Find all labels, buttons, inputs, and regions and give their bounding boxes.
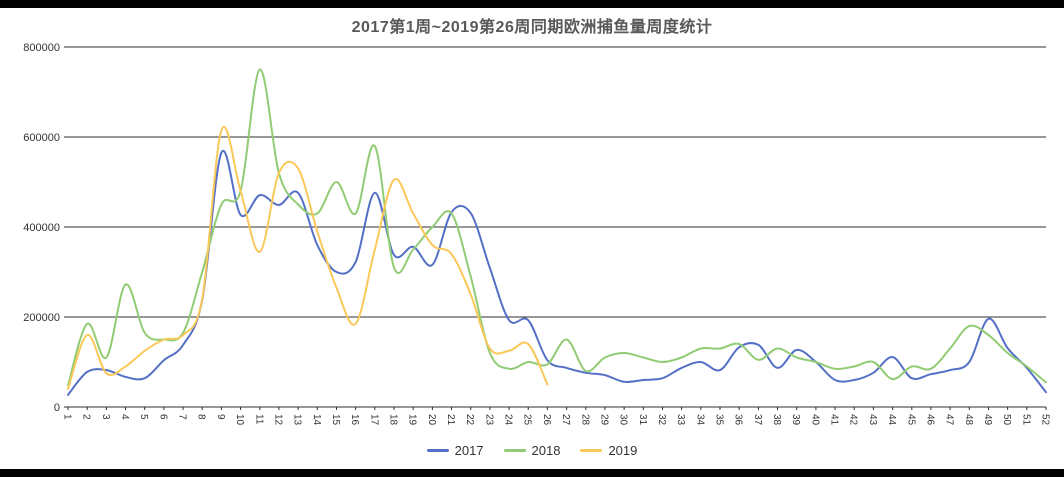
legend-label: 2019 (608, 443, 638, 458)
x-axis-label: 45 (905, 414, 916, 426)
window-border-bottom (0, 469, 1064, 477)
x-axis-label: 28 (579, 414, 590, 426)
x-axis-label: 4 (119, 414, 130, 420)
x-axis-label: 24 (503, 414, 514, 426)
x-axis-label: 50 (1001, 414, 1012, 426)
x-axis-label: 40 (809, 414, 820, 426)
x-axis-label: 27 (560, 414, 571, 426)
series-line-2019 (67, 126, 549, 390)
x-axis-label: 19 (407, 414, 418, 426)
y-axis-label: 400000 (23, 222, 60, 234)
x-axis-label: 18 (388, 414, 399, 426)
x-axis-label: 9 (215, 414, 226, 420)
legend-line-marker (580, 449, 603, 452)
x-axis-label: 22 (464, 414, 475, 426)
x-axis-label: 3 (100, 414, 111, 420)
x-axis-label: 12 (272, 414, 283, 426)
x-axis-label: 49 (982, 414, 993, 426)
x-axis-label: 29 (598, 414, 609, 426)
x-axis-label: 17 (368, 414, 379, 426)
x-axis-label: 21 (445, 414, 456, 426)
y-axis-label: 0 (54, 402, 60, 414)
x-axis-label: 6 (157, 414, 168, 420)
x-axis-label: 33 (675, 414, 686, 426)
x-axis-label: 5 (138, 414, 149, 420)
x-axis-label: 8 (196, 414, 207, 420)
x-axis-label: 48 (963, 414, 974, 426)
x-axis-label: 51 (1020, 414, 1031, 426)
legend-label: 2018 (531, 443, 561, 458)
legend-label: 2017 (454, 443, 484, 458)
x-axis-label: 42 (848, 414, 859, 426)
x-axis-label: 47 (944, 414, 955, 426)
chart-legend: 2017 2018 2019 (0, 443, 1064, 458)
x-axis-label: 36 (733, 414, 744, 426)
x-axis-label: 11 (253, 414, 264, 425)
y-axis-label: 800000 (23, 42, 60, 54)
x-axis-label: 7 (177, 414, 188, 420)
x-axis-label: 30 (618, 414, 629, 426)
x-axis-label: 20 (426, 414, 437, 426)
y-axis-label: 200000 (23, 312, 60, 324)
x-axis-label: 43 (867, 414, 878, 426)
x-axis-label: 14 (311, 414, 322, 426)
x-axis-label: 39 (790, 414, 801, 426)
window-border-top (0, 0, 1064, 8)
legend-item-2018[interactable]: 2018 (503, 443, 561, 458)
x-axis-label: 52 (1040, 414, 1051, 426)
x-axis-label: 26 (541, 414, 552, 426)
chart-title: 2017第1周~2019第26周同期欧洲捕鱼量周度统计 (351, 19, 713, 36)
y-axis-label: 600000 (23, 132, 60, 144)
x-axis-label: 16 (349, 414, 360, 426)
x-axis-label: 37 (752, 414, 763, 426)
x-axis-label: 31 (637, 414, 648, 426)
x-axis-label: 25 (522, 414, 533, 426)
x-axis-label: 35 (714, 414, 725, 426)
x-axis-label: 13 (292, 414, 303, 426)
legend-item-2017[interactable]: 2017 (426, 443, 484, 458)
x-axis-label: 32 (656, 414, 667, 426)
legend-line-marker (503, 449, 526, 452)
x-axis-label: 41 (829, 414, 840, 426)
legend-line-marker (426, 449, 449, 452)
legend-item-2019[interactable]: 2019 (580, 443, 637, 458)
x-axis-label: 46 (924, 414, 935, 426)
x-axis-label: 10 (234, 414, 245, 426)
x-axis-label: 44 (886, 414, 897, 426)
x-axis-label: 2 (81, 414, 92, 420)
x-axis-label: 23 (483, 414, 494, 426)
x-axis-label: 38 (771, 414, 782, 426)
x-axis-label: 34 (694, 414, 705, 426)
x-axis-label: 1 (62, 414, 73, 420)
x-axis-label: 15 (330, 414, 341, 426)
